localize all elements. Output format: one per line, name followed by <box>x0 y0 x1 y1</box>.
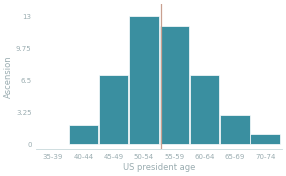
Bar <box>190 75 219 144</box>
X-axis label: US president age: US president age <box>123 163 195 172</box>
Bar <box>220 115 250 144</box>
Bar <box>99 75 128 144</box>
Bar <box>251 134 280 144</box>
Bar <box>69 125 98 144</box>
Y-axis label: Ascension: Ascension <box>4 55 13 98</box>
Bar <box>129 16 159 144</box>
Bar <box>160 26 189 144</box>
